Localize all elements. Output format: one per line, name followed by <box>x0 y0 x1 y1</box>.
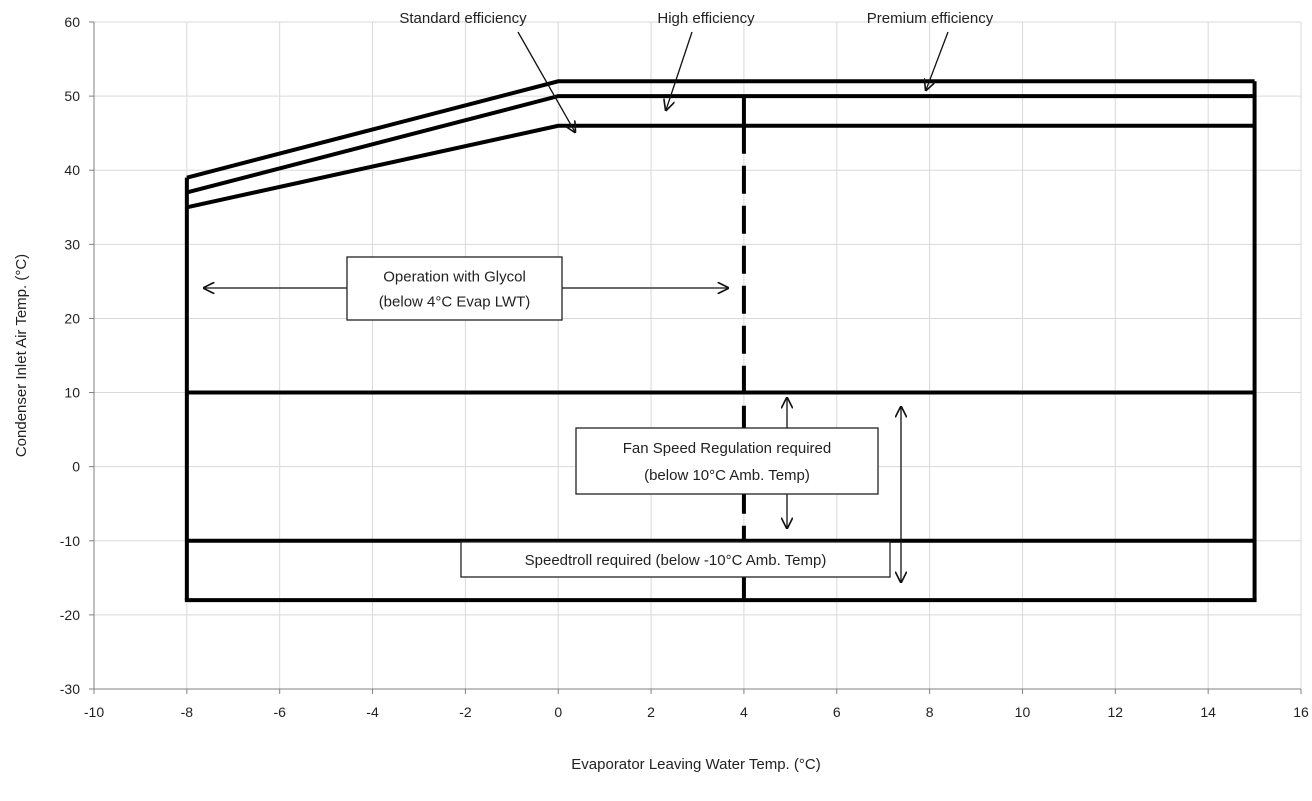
speedtroll-box <box>460 541 891 578</box>
operation-with-glycol-box-line-1: (below 4°C Evap LWT) <box>379 293 531 310</box>
series-line-0 <box>186 79 1255 180</box>
x-tick-label: 12 <box>1108 704 1124 720</box>
x-tick-label: -6 <box>273 704 286 720</box>
x-tick-label: 0 <box>554 704 562 720</box>
series-label-arrow-1 <box>666 31 693 110</box>
fan-speed-regulation-box-line-1: (below 10°C Amb. Temp) <box>644 467 810 484</box>
x-tick-label: 14 <box>1200 704 1216 720</box>
x-tick-label: 16 <box>1293 704 1309 720</box>
x-tick-label: 6 <box>833 704 841 720</box>
y-tick-label: -20 <box>60 607 80 623</box>
fan-speed-regulation-box-line-0: Fan Speed Regulation required <box>623 440 831 457</box>
series-label-arrow-0 <box>926 31 949 90</box>
y-tick-label: -30 <box>60 681 80 697</box>
y-tick-label: 60 <box>64 14 80 30</box>
series-label-2: Standard efficiency <box>399 10 527 27</box>
x-tick-label: -4 <box>366 704 379 720</box>
y-tick-label: 40 <box>64 162 80 178</box>
x-tick-label: -8 <box>181 704 194 720</box>
y-tick-label: 30 <box>64 236 80 252</box>
fan-speed-regulation-box <box>575 427 879 495</box>
series-line-1 <box>186 94 1255 195</box>
operation-with-glycol-box-line-0: Operation with Glycol <box>383 268 526 285</box>
x-tick-label: -2 <box>459 704 472 720</box>
y-tick-label: 20 <box>64 310 80 326</box>
speedtroll-box-line-0: Speedtroll required (below -10°C Amb. Te… <box>525 552 827 569</box>
series-label-1: High efficiency <box>657 10 755 27</box>
y-axis-title: Condenser Inlet Air Temp. (°C) <box>13 254 30 457</box>
y-tick-label: 0 <box>72 459 80 475</box>
series-label-arrow-2 <box>517 31 575 132</box>
y-tick-label: 50 <box>64 88 80 104</box>
x-tick-label: 4 <box>740 704 748 720</box>
x-axis-title: Evaporator Leaving Water Temp. (°C) <box>571 756 820 773</box>
x-tick-label: 10 <box>1015 704 1031 720</box>
series-label-0: Premium efficiency <box>867 10 994 27</box>
x-tick-label: -10 <box>84 704 104 720</box>
y-tick-label: 10 <box>64 385 80 401</box>
series-line-2 <box>186 123 1255 210</box>
x-tick-label: 2 <box>647 704 655 720</box>
operation-with-glycol-box <box>346 256 563 321</box>
y-tick-label: -10 <box>60 533 80 549</box>
x-tick-label: 8 <box>926 704 934 720</box>
